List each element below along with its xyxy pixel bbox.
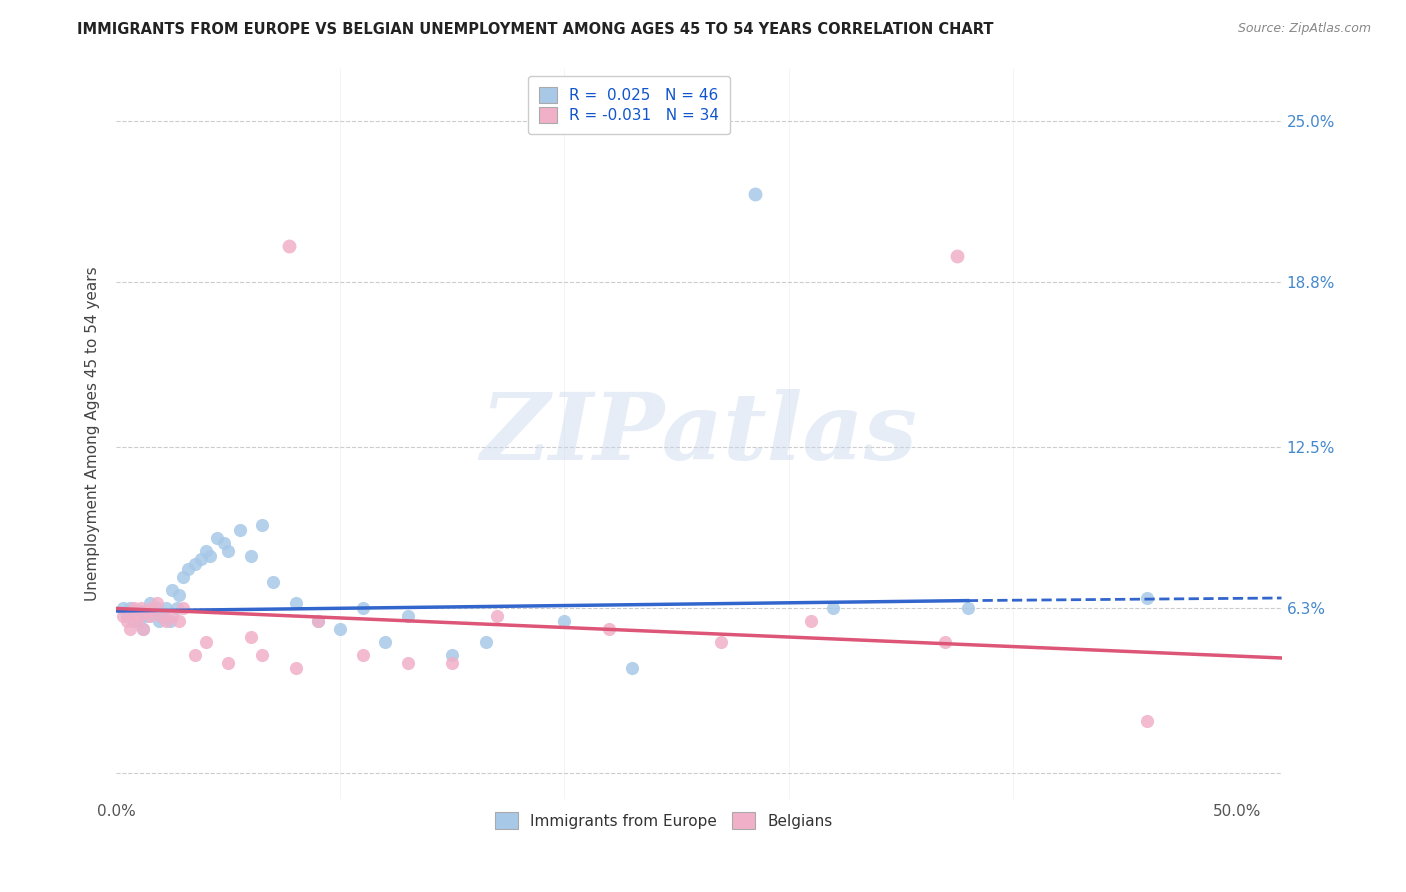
Point bbox=[205, 531, 228, 545]
Point bbox=[239, 630, 262, 644]
Point bbox=[122, 615, 145, 629]
Point bbox=[129, 601, 152, 615]
Point bbox=[117, 615, 139, 629]
Point bbox=[217, 656, 239, 670]
Point bbox=[239, 549, 262, 564]
Point bbox=[307, 615, 329, 629]
Point bbox=[352, 648, 374, 663]
Point bbox=[284, 596, 307, 610]
Point bbox=[166, 601, 188, 615]
Point bbox=[823, 601, 845, 615]
Point bbox=[177, 562, 200, 576]
Point bbox=[111, 601, 134, 615]
Point bbox=[132, 622, 155, 636]
Point bbox=[441, 648, 464, 663]
Point bbox=[128, 615, 150, 629]
Point bbox=[150, 609, 173, 624]
Point bbox=[121, 609, 143, 624]
Point bbox=[1136, 591, 1159, 605]
Point bbox=[141, 604, 163, 618]
Point bbox=[277, 239, 299, 253]
Point bbox=[136, 604, 159, 618]
Point bbox=[125, 615, 148, 629]
Legend: Immigrants from Europe, Belgians: Immigrants from Europe, Belgians bbox=[489, 806, 839, 835]
Point bbox=[307, 615, 329, 629]
Point bbox=[167, 588, 190, 602]
Point bbox=[139, 596, 162, 610]
Point bbox=[173, 601, 195, 615]
Point bbox=[167, 615, 190, 629]
Point bbox=[620, 661, 643, 675]
Point bbox=[183, 557, 205, 571]
Point bbox=[250, 518, 273, 533]
Point bbox=[145, 601, 167, 615]
Point bbox=[183, 648, 205, 663]
Point bbox=[118, 601, 141, 615]
Point bbox=[117, 609, 139, 624]
Point bbox=[553, 615, 575, 629]
Point bbox=[250, 648, 273, 663]
Point bbox=[141, 601, 163, 615]
Text: ZIPatlas: ZIPatlas bbox=[481, 389, 917, 479]
Point bbox=[598, 622, 620, 636]
Point bbox=[118, 622, 141, 636]
Point bbox=[194, 544, 217, 558]
Point bbox=[744, 186, 766, 201]
Point bbox=[145, 596, 167, 610]
Point bbox=[228, 523, 250, 537]
Point bbox=[111, 609, 134, 624]
Point bbox=[173, 570, 195, 584]
Point bbox=[148, 615, 170, 629]
Point bbox=[134, 604, 156, 618]
Point bbox=[710, 635, 733, 649]
Point bbox=[122, 601, 145, 615]
Point bbox=[486, 609, 509, 624]
Point bbox=[475, 635, 498, 649]
Point bbox=[190, 552, 212, 566]
Point bbox=[155, 601, 177, 615]
Point bbox=[125, 609, 148, 624]
Point bbox=[934, 635, 956, 649]
Point bbox=[329, 622, 352, 636]
Point bbox=[800, 615, 823, 629]
Point bbox=[128, 609, 150, 624]
Point bbox=[262, 575, 284, 590]
Point bbox=[150, 609, 173, 624]
Point bbox=[396, 609, 419, 624]
Point bbox=[136, 609, 159, 624]
Point bbox=[352, 601, 374, 615]
Y-axis label: Unemployment Among Ages 45 to 54 years: Unemployment Among Ages 45 to 54 years bbox=[86, 267, 100, 601]
Point bbox=[396, 656, 419, 670]
Point bbox=[212, 536, 235, 550]
Point bbox=[155, 615, 177, 629]
Point bbox=[945, 249, 967, 263]
Point bbox=[139, 609, 162, 624]
Point bbox=[200, 549, 222, 564]
Point bbox=[1136, 714, 1159, 728]
Point bbox=[162, 583, 184, 598]
Point bbox=[374, 635, 396, 649]
Point bbox=[129, 604, 152, 618]
Point bbox=[132, 622, 155, 636]
Text: Source: ZipAtlas.com: Source: ZipAtlas.com bbox=[1237, 22, 1371, 36]
Point bbox=[194, 635, 217, 649]
Point bbox=[217, 544, 239, 558]
Text: IMMIGRANTS FROM EUROPE VS BELGIAN UNEMPLOYMENT AMONG AGES 45 TO 54 YEARS CORRELA: IMMIGRANTS FROM EUROPE VS BELGIAN UNEMPL… bbox=[77, 22, 994, 37]
Point bbox=[162, 609, 184, 624]
Point bbox=[284, 661, 307, 675]
Point bbox=[159, 615, 181, 629]
Point bbox=[441, 656, 464, 670]
Point bbox=[956, 601, 979, 615]
